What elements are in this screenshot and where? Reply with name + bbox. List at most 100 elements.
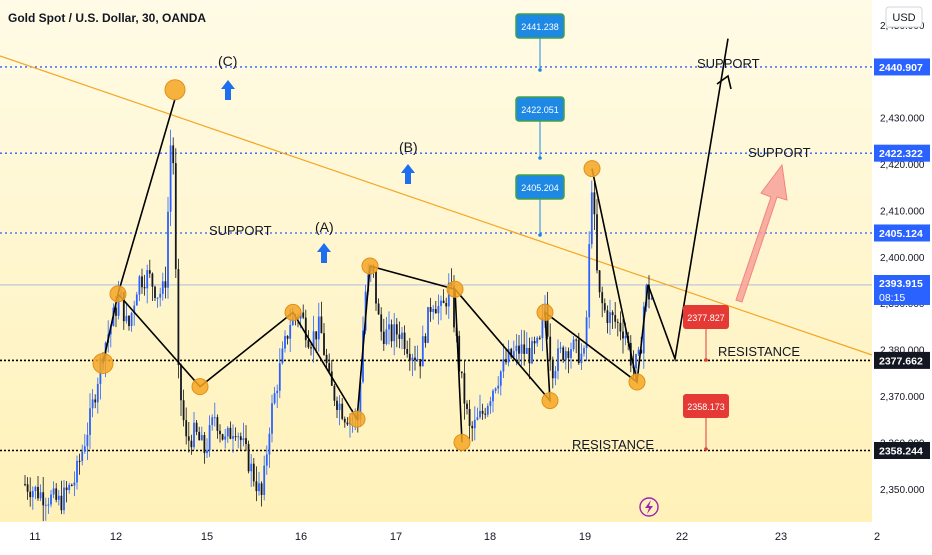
swing-point-marker: [348, 410, 366, 428]
price-axis-tag: [874, 144, 930, 162]
candle-body: [198, 431, 201, 441]
candle-body: [73, 482, 76, 486]
candle-body: [52, 488, 55, 495]
horizontal-levels: [0, 66, 872, 452]
lightning-icon[interactable]: [639, 497, 659, 517]
candle-body: [242, 438, 245, 441]
candle-body: [440, 300, 442, 306]
y-tick-label: 2,400.000: [880, 253, 925, 264]
candle-body: [424, 336, 427, 343]
candle-body: [237, 436, 240, 438]
candle-body: [497, 385, 500, 389]
swing-point-marker: [109, 285, 127, 303]
candle-body: [219, 430, 221, 435]
candle-body: [499, 371, 502, 386]
swing-point-marker: [628, 373, 646, 391]
candle-body: [528, 347, 531, 364]
candle-body: [390, 324, 393, 342]
candle-body: [284, 335, 286, 349]
currency-button[interactable]: [885, 6, 923, 28]
x-tick-label: 2: [874, 531, 880, 543]
candle-body: [572, 339, 575, 350]
candle-body: [536, 337, 539, 344]
candle-body: [94, 399, 97, 403]
x-tick-label: 17: [390, 531, 402, 543]
candle-body: [328, 363, 331, 372]
price-callout-blue: [515, 96, 565, 122]
candle-body: [382, 331, 385, 344]
candle-body: [562, 347, 565, 360]
candle-body: [70, 484, 73, 486]
y-tick-label: 2,370.000: [880, 392, 925, 403]
swing-point-marker: [164, 79, 186, 101]
candle-body: [310, 347, 312, 349]
candle-body: [34, 486, 37, 492]
candle-body: [575, 339, 578, 341]
candle-body: [346, 422, 349, 425]
candle-body: [39, 492, 42, 499]
candle-body: [317, 316, 320, 340]
candle-body: [91, 399, 94, 409]
candle-body: [564, 351, 567, 360]
candle-body: [481, 410, 484, 414]
price-callout-red-text: 2358.173: [687, 402, 725, 412]
x-tick-label: 12: [110, 531, 122, 543]
candle-body: [432, 309, 435, 312]
candle-body: [515, 345, 518, 352]
x-tick-label: 18: [484, 531, 496, 543]
candle-body: [42, 492, 45, 506]
candle-body: [359, 381, 362, 420]
up-arrow-icon: [401, 164, 415, 184]
candle-body: [603, 303, 606, 311]
candle-body: [164, 281, 167, 288]
support-label-left: SUPPORT: [209, 223, 272, 238]
price-axis-tag: [874, 274, 930, 305]
candle-body: [213, 417, 216, 419]
candle-body: [341, 403, 344, 419]
candle-body: [226, 427, 229, 437]
candle-body: [320, 316, 323, 334]
candle-body: [406, 349, 409, 354]
candle-body: [307, 340, 310, 348]
candle-body: [182, 400, 185, 421]
swing-point-marker: [446, 280, 464, 298]
candle-body: [343, 418, 346, 423]
candle-body: [419, 359, 422, 367]
candle-body: [117, 295, 120, 316]
price-axis-tag: [874, 441, 930, 459]
price-axis-tag-text: 2377.662: [879, 355, 923, 367]
x-tick-label: 23: [775, 531, 787, 543]
candle-body: [177, 269, 180, 365]
price-axis-tag-text: 2393.915: [879, 278, 923, 290]
candle-body: [323, 333, 325, 355]
wave-label-a: (A): [315, 219, 334, 235]
candle-body: [247, 444, 250, 472]
candle-body: [239, 436, 242, 441]
candle-body: [161, 281, 164, 294]
support-label-top: SUPPORT: [697, 56, 760, 71]
candle-body: [281, 348, 284, 364]
candle-body: [156, 297, 159, 299]
candle-body: [385, 329, 388, 344]
candle-body: [148, 270, 151, 274]
candle-body: [541, 316, 544, 339]
price-axis-tag-text: 2422.322: [879, 148, 923, 160]
candle-body: [445, 303, 448, 307]
candle-body: [489, 401, 492, 406]
candle-body: [590, 192, 593, 245]
candle-body: [585, 317, 588, 349]
candle-body: [375, 271, 377, 304]
candle-body: [492, 390, 494, 402]
candle-body: [195, 422, 198, 432]
candle-body: [518, 345, 520, 354]
candle-body: [466, 403, 468, 409]
candle-body: [463, 373, 466, 404]
candle-body: [525, 347, 528, 354]
candle-body: [250, 463, 253, 472]
candle-body: [512, 351, 515, 357]
lightning-icon-glyph[interactable]: [645, 500, 653, 514]
currency-button-label[interactable]: USD: [892, 12, 915, 24]
candle-body: [393, 324, 396, 342]
